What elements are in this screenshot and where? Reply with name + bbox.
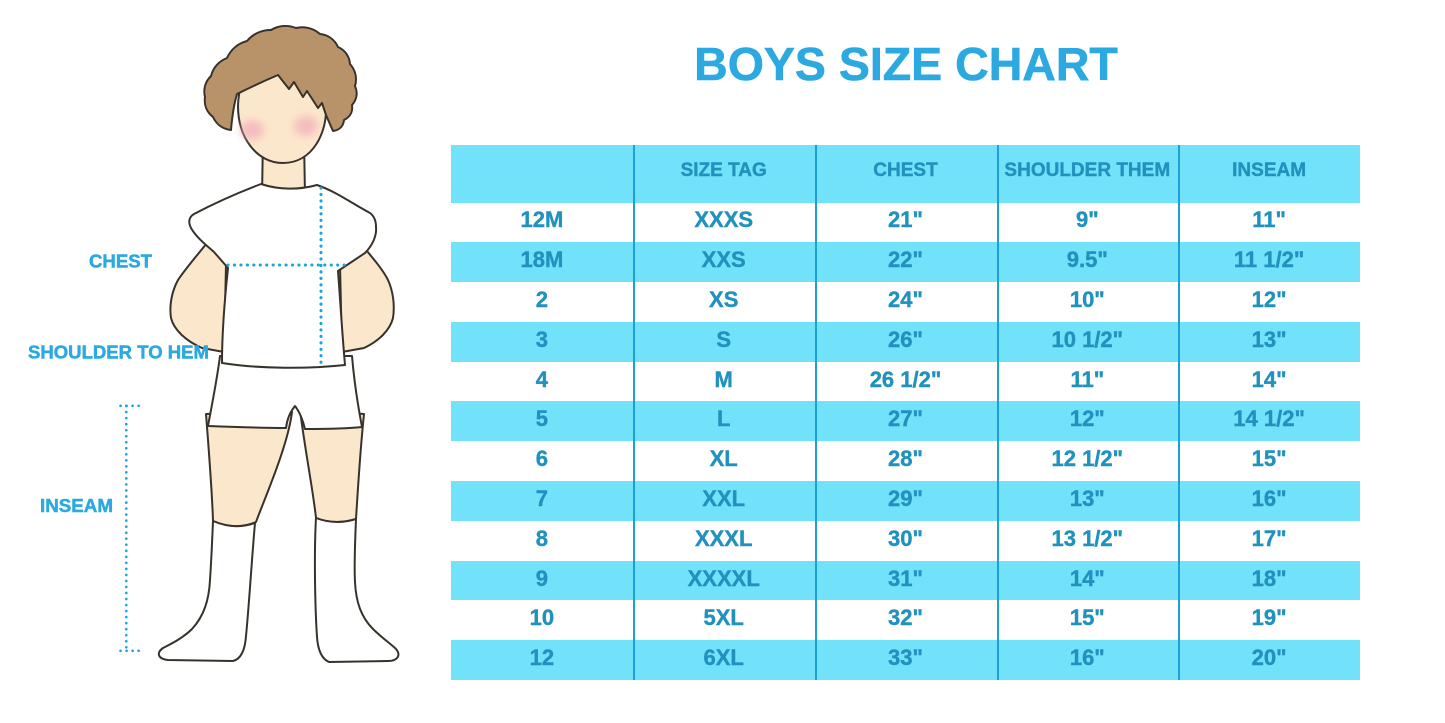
- svg-text:CHEST: CHEST: [89, 251, 153, 272]
- svg-text:SHOULDER TO HEM: SHOULDER TO HEM: [28, 342, 209, 363]
- svg-text:INSEAM: INSEAM: [40, 495, 113, 516]
